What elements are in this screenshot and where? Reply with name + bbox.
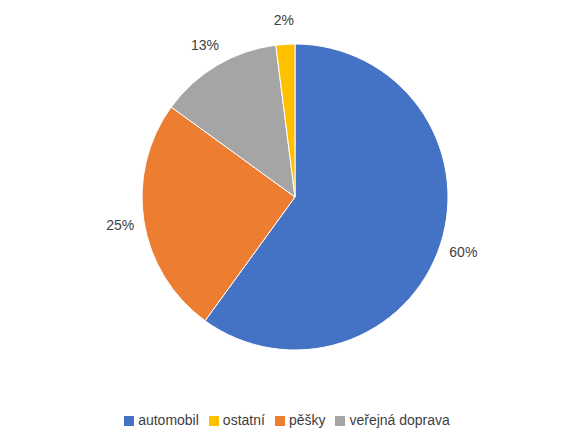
html-text:automobil: automobil: [138, 412, 199, 428]
svg-text:2%: 2%: [274, 12, 294, 28]
html-text:ostatní: ostatní: [222, 412, 265, 428]
svg-text:13%: 13%: [191, 37, 219, 53]
svg-text:25%: 25%: [106, 217, 134, 233]
svg-text:60%: 60%: [449, 244, 477, 260]
html-text:veřejná doprava: veřejná doprava: [349, 412, 450, 428]
html-text:pěšky: pěšky: [288, 412, 326, 428]
